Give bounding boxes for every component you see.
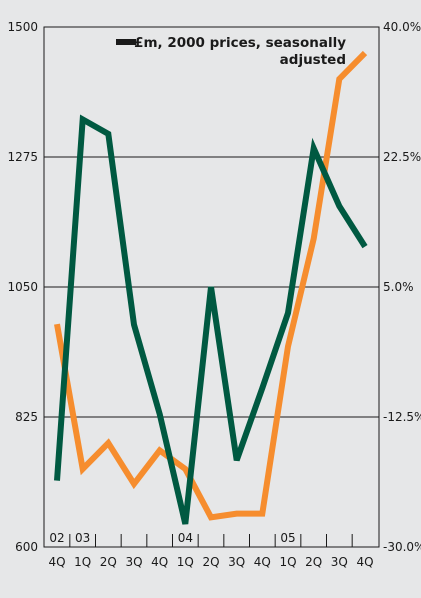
x-tick-label: 1Q: [177, 555, 194, 569]
x-tick-label: 3Q: [228, 555, 245, 569]
year-label: 04: [178, 531, 193, 545]
x-tick-label: 2Q: [202, 555, 219, 569]
x-tick-label: 2Q: [100, 555, 117, 569]
right-tick-label: 22.5%: [383, 150, 421, 164]
legend: £m, 2000 prices, seasonally adjusted: [116, 35, 346, 68]
left-tick-label: 825: [15, 410, 38, 424]
x-tick-label: 2Q: [305, 555, 322, 569]
legend-label-line1: £m, 2000 prices, seasonally: [134, 35, 346, 51]
year-label: 05: [280, 531, 295, 545]
x-tick-label: 1Q: [74, 555, 91, 569]
x-axis: 4Q 1Q 2Q 3Q 4Q 1Q 2Q 3Q 4Q 1Q 2Q 3Q 4Q 02 03 04 05: [48, 531, 373, 569]
x-tick-label: 4Q: [151, 555, 168, 569]
x-tick-label: 3Q: [125, 555, 142, 569]
left-tick-label: 1050: [7, 280, 38, 294]
left-tick-label: 1275: [7, 150, 38, 164]
right-tick-label: 5.0%: [383, 280, 414, 294]
left-tick-label: 1500: [7, 20, 38, 34]
x-tick-label: 4Q: [48, 555, 65, 569]
right-tick-label: -30.0%: [383, 540, 421, 554]
series-line-left-axis: [54, 114, 368, 525]
year-label: 02: [49, 531, 64, 545]
right-tick-label: 40.0%: [383, 20, 421, 34]
series-lines: [54, 50, 368, 525]
x-tick-label: 4Q: [356, 555, 373, 569]
gridlines: [44, 26, 379, 418]
right-axis-ticks: 40.0% 22.5% 5.0% -12.5% -30.0%: [383, 20, 421, 554]
legend-swatch: [116, 39, 136, 45]
left-axis-ticks: 1500 1275 1050 825 600: [7, 20, 38, 554]
x-tick-label: 1Q: [279, 555, 296, 569]
right-tick-label: -12.5%: [383, 410, 421, 424]
x-tick-label: 4Q: [254, 555, 271, 569]
left-tick-label: 600: [15, 540, 38, 554]
x-tick-label: 3Q: [331, 555, 348, 569]
legend-label-line2: adjusted: [280, 52, 346, 68]
year-label: 03: [75, 531, 90, 545]
plot-frame: [43, 26, 380, 548]
series-line-right-axis: [54, 50, 368, 521]
